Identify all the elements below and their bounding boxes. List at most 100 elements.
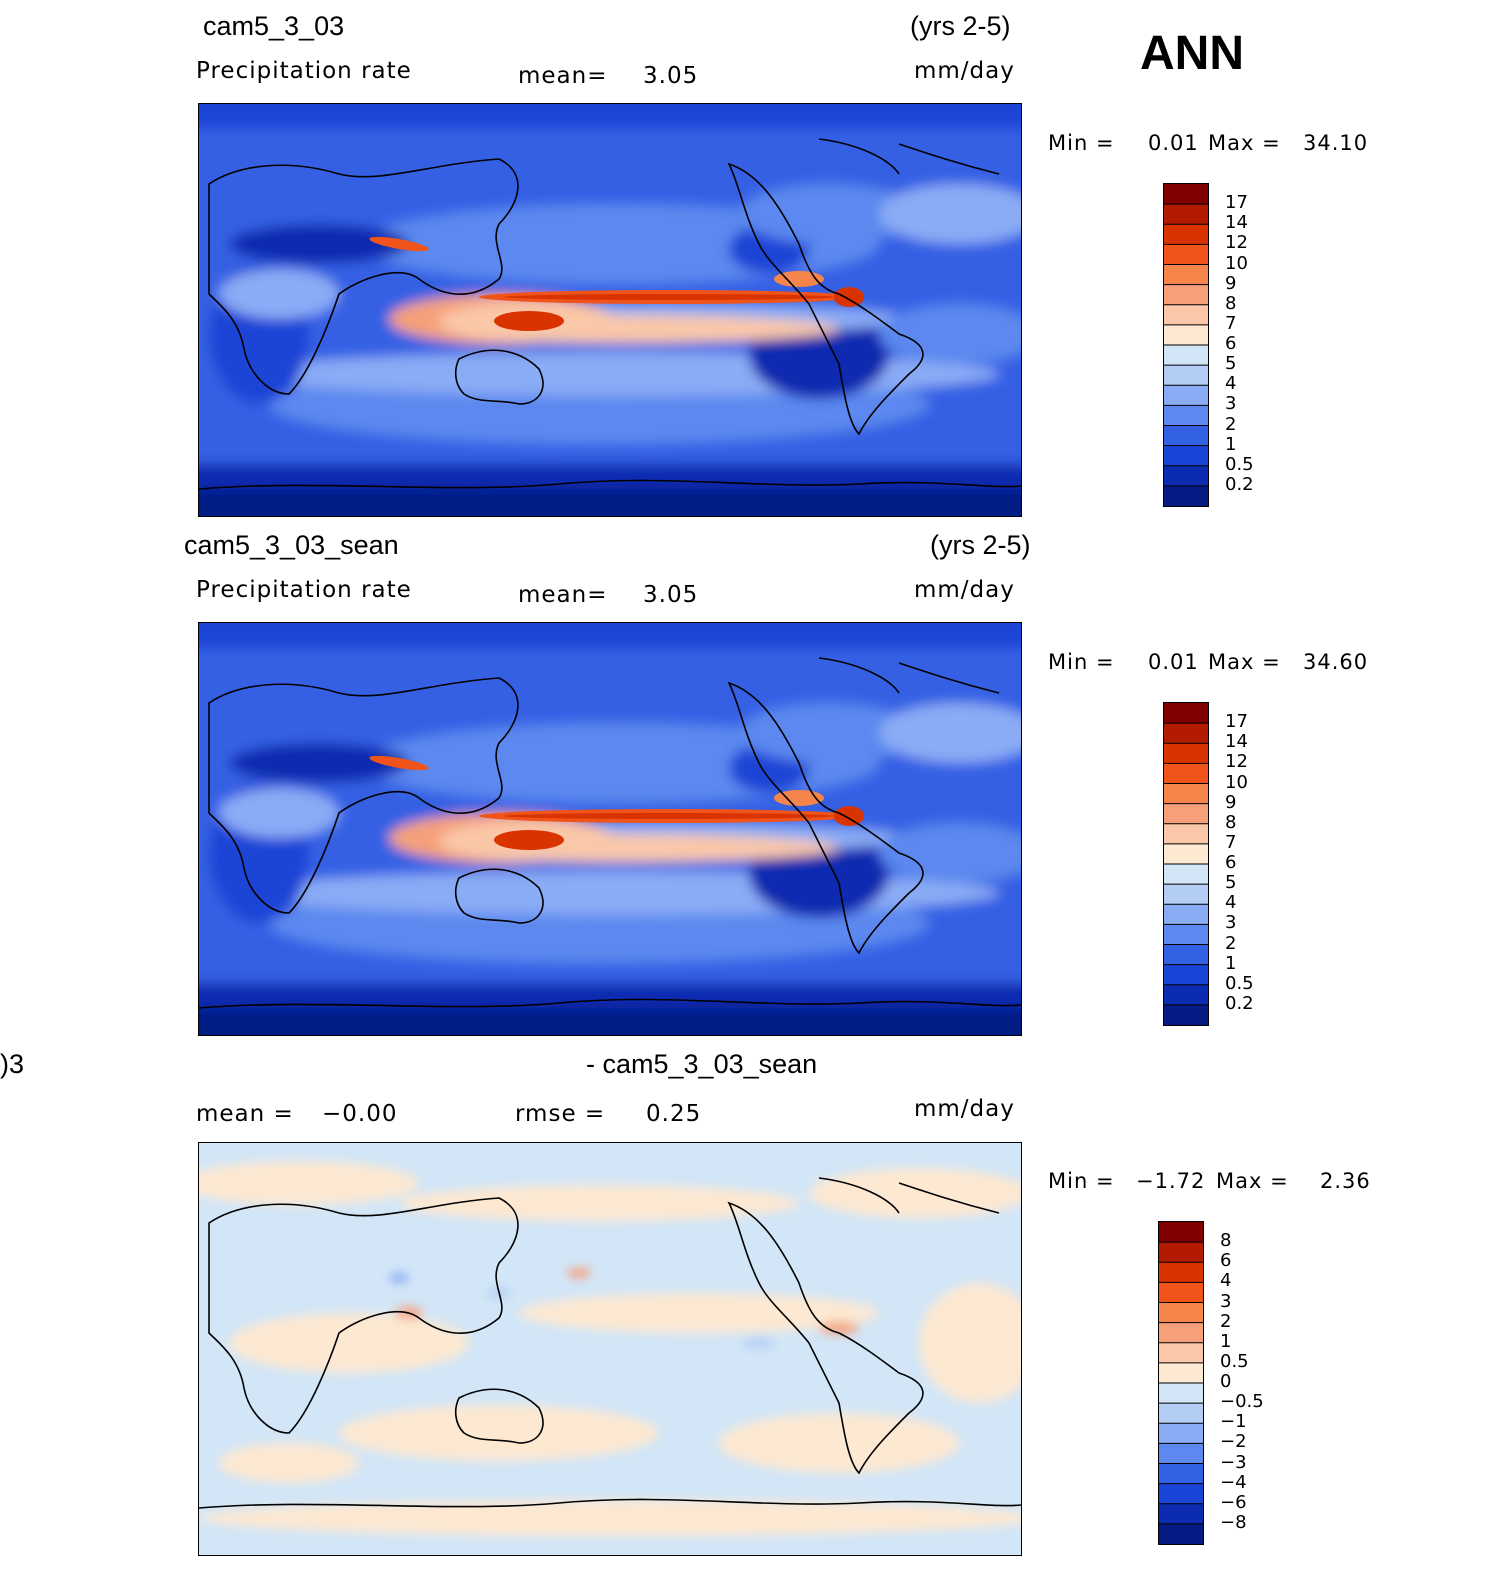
colorbar-swatch: [1164, 823, 1208, 845]
panel3-mean-label: mean =: [196, 1101, 294, 1127]
colorbar-swatch: [1164, 405, 1208, 426]
panel3-title-left: )3: [0, 1049, 25, 1079]
colorbar-swatch: [1159, 1222, 1203, 1243]
colorbar-tick-label: −0.5: [1220, 1391, 1264, 1413]
colorbar-tick-label: 3: [1220, 1290, 1232, 1312]
colorbar-swatch: [1159, 1322, 1203, 1344]
colorbar-swatch: [1164, 204, 1208, 225]
colorbar-swatch: [1159, 1483, 1203, 1505]
colorbar-tick-label: 3: [1225, 912, 1237, 934]
colorbar-swatch: [1164, 244, 1208, 265]
colorbar-tick-label: 12: [1225, 232, 1248, 254]
colorbar-tick-label: 5: [1225, 872, 1237, 894]
colorbar-swatch: [1164, 904, 1208, 925]
colorbar-tick-label: −3: [1220, 1451, 1247, 1473]
colorbar-tick-label: 8: [1225, 292, 1237, 314]
panel2-colorbar: [1163, 702, 1209, 1026]
colorbar-tick-label: 1: [1220, 1330, 1232, 1352]
colorbar-tick-label: −6: [1220, 1491, 1247, 1513]
colorbar-tick-label: 1: [1225, 433, 1237, 455]
colorbar-swatch: [1159, 1523, 1203, 1544]
colorbar-tick-label: 2: [1220, 1310, 1232, 1332]
colorbar-swatch: [1164, 304, 1208, 326]
colorbar-swatch: [1164, 365, 1208, 386]
colorbar-tick-label: 7: [1225, 312, 1237, 334]
panel2-max-value: 34.60: [1303, 650, 1369, 674]
colorbar-swatch: [1159, 1242, 1203, 1263]
panel1-min-value: 0.01: [1148, 131, 1199, 155]
panel2-units: mm/day: [914, 577, 1015, 603]
panel3-colorbar: [1158, 1221, 1204, 1545]
colorbar-swatch: [1164, 723, 1208, 744]
panel3-map: [198, 1142, 1022, 1556]
panel1-variable: Precipitation rate: [196, 58, 412, 84]
colorbar-swatch: [1164, 763, 1208, 784]
colorbar-tick-label: 10: [1225, 771, 1248, 793]
panel2-variable: Precipitation rate: [196, 577, 412, 603]
colorbar-tick-label: 14: [1225, 212, 1248, 234]
colorbar-swatch: [1159, 1403, 1203, 1424]
panel2-min-label: Min =: [1048, 650, 1115, 674]
panel3-units: mm/day: [914, 1096, 1015, 1122]
colorbar-tick-label: 5: [1225, 353, 1237, 375]
colorbar-tick-label: 4: [1225, 892, 1237, 914]
colorbar-swatch: [1164, 224, 1208, 245]
colorbar-tick-label: 4: [1220, 1270, 1232, 1292]
panel1-max-value: 34.10: [1303, 131, 1369, 155]
colorbar-tick-label: 1: [1225, 952, 1237, 974]
colorbar-tick-label: 3: [1225, 393, 1237, 415]
colorbar-swatch: [1164, 345, 1208, 366]
colorbar-tick-label: 17: [1225, 192, 1248, 214]
colorbar-swatch: [1159, 1302, 1203, 1324]
colorbar-tick-label: 0.5: [1225, 972, 1254, 994]
colorbar-swatch: [1164, 445, 1208, 467]
colorbar-tick-label: 10: [1225, 252, 1248, 274]
panel1-mean-label: mean=: [518, 63, 608, 89]
panel1-units: mm/day: [914, 58, 1015, 84]
panel3-min-value: −1.72: [1136, 1169, 1206, 1193]
colorbar-tick-label: 8: [1220, 1230, 1232, 1252]
colorbar-swatch: [1164, 324, 1208, 346]
panel1-max-label: Max =: [1208, 131, 1281, 155]
colorbar-tick-label: −8: [1220, 1511, 1247, 1533]
colorbar-tick-label: 0.2: [1225, 473, 1254, 495]
colorbar-swatch: [1164, 385, 1208, 406]
colorbar-tick-label: 4: [1225, 373, 1237, 395]
panel3-rmse-label: rmse =: [515, 1101, 606, 1127]
colorbar-swatch: [1164, 944, 1208, 966]
colorbar-swatch: [1164, 703, 1208, 724]
colorbar-swatch: [1164, 284, 1208, 306]
colorbar-swatch: [1164, 743, 1208, 764]
colorbar-tick-label: 0.5: [1220, 1350, 1249, 1372]
colorbar-tick-label: 0.2: [1225, 992, 1254, 1014]
panel3-max-value: 2.36: [1320, 1169, 1371, 1193]
colorbar-swatch: [1159, 1503, 1203, 1525]
colorbar-tick-label: −2: [1220, 1431, 1247, 1453]
season-label: ANN: [1140, 27, 1244, 80]
colorbar-tick-label: 12: [1225, 751, 1248, 773]
panel2-map: [198, 622, 1022, 1036]
panel3-rmse-value: 0.25: [646, 1101, 702, 1127]
colorbar-swatch: [1159, 1463, 1203, 1485]
colorbar-swatch: [1159, 1342, 1203, 1364]
colorbar-tick-label: 8: [1225, 811, 1237, 833]
colorbar-tick-label: 2: [1225, 413, 1237, 435]
colorbar-tick-label: 0: [1220, 1371, 1232, 1392]
colorbar-swatch: [1164, 864, 1208, 885]
colorbar-tick-label: 7: [1225, 831, 1237, 853]
colorbar-swatch: [1164, 465, 1208, 487]
colorbar-swatch: [1164, 884, 1208, 905]
colorbar-tick-label: 6: [1220, 1250, 1232, 1272]
colorbar-tick-label: 9: [1225, 272, 1237, 294]
colorbar-swatch: [1164, 264, 1208, 286]
colorbar-swatch: [1159, 1443, 1203, 1464]
panel2-mean-value: 3.05: [643, 582, 699, 608]
panel3-mean-value: −0.00: [322, 1101, 398, 1127]
colorbar-swatch: [1164, 984, 1208, 1006]
panel2-title: cam5_3_03_sean: [184, 530, 399, 560]
panel1-years: (yrs 2-5): [910, 11, 1011, 41]
panel2-min-value: 0.01: [1148, 650, 1199, 674]
panel2-mean-label: mean=: [518, 582, 608, 608]
colorbar-swatch: [1159, 1262, 1203, 1283]
colorbar-swatch: [1159, 1383, 1203, 1404]
